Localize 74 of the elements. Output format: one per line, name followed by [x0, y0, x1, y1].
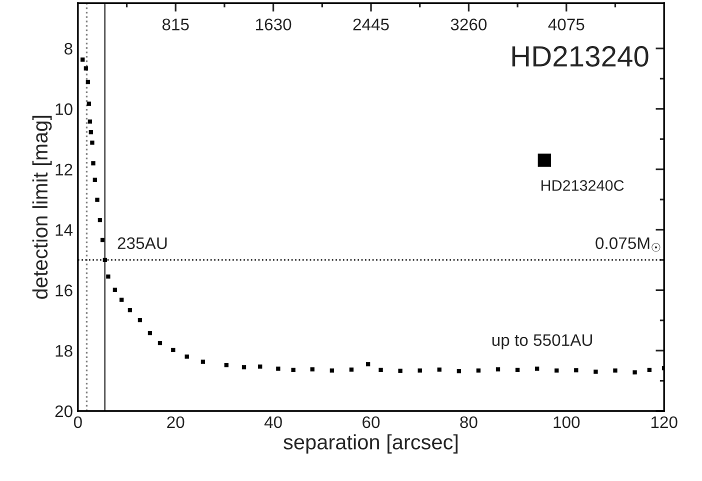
- point: [496, 367, 500, 372]
- point: [538, 154, 552, 167]
- point: [80, 58, 85, 62]
- point: [84, 66, 88, 70]
- y-tick-label: 14: [56, 224, 73, 236]
- x-tick-label: 0: [74, 416, 82, 428]
- point: [112, 288, 118, 292]
- x-axis-title: separation [arcsec]: [284, 434, 458, 454]
- annotation: HD213240C: [542, 180, 624, 191]
- point: [88, 119, 92, 124]
- point: [86, 80, 90, 84]
- x-tick-label: 60: [362, 416, 380, 428]
- x-tick-label: 100: [554, 416, 580, 428]
- x-tick-label: 40: [264, 416, 282, 428]
- point: [366, 362, 370, 366]
- point: [594, 370, 598, 374]
- ref-line-label: 0.075M$_{☉}$: [596, 237, 660, 252]
- point: [98, 218, 102, 222]
- point: [515, 368, 520, 372]
- y-tick-label: 10: [56, 103, 72, 116]
- x2-tick-label: 1630: [256, 18, 292, 30]
- point: [418, 368, 422, 373]
- ref-line-label: 235AU: [118, 237, 167, 250]
- point: [86, 102, 91, 106]
- point: [456, 369, 462, 374]
- point: [200, 360, 206, 364]
- x-tick-label: 80: [460, 416, 478, 428]
- x-tick-label: 20: [167, 416, 184, 428]
- y-tick-label: 12: [56, 164, 72, 176]
- point: [158, 340, 162, 346]
- point: [148, 330, 152, 336]
- point: [647, 368, 652, 372]
- point: [554, 368, 559, 373]
- point: [398, 368, 402, 373]
- point: [106, 274, 110, 279]
- annotation: up to 5501AU: [492, 334, 592, 350]
- y-tick-label: 20: [55, 405, 72, 418]
- point: [535, 366, 540, 371]
- point: [349, 368, 354, 372]
- point: [120, 298, 124, 302]
- x2-tick-label: 815: [162, 18, 189, 30]
- text: HD213240: [512, 46, 648, 67]
- point: [437, 368, 442, 372]
- x2-tick-label: 2445: [353, 18, 389, 30]
- point: [138, 318, 142, 322]
- y-tick-label: 16: [56, 284, 72, 296]
- point: [291, 368, 296, 372]
- point: [476, 368, 481, 373]
- point: [88, 130, 93, 134]
- point: [100, 238, 105, 242]
- point: [378, 368, 383, 372]
- point: [171, 348, 176, 352]
- point: [128, 308, 132, 312]
- point: [242, 365, 246, 370]
- point: [224, 363, 228, 368]
- point: [90, 140, 94, 145]
- x2-tick-label: 3260: [450, 18, 487, 30]
- point: [102, 258, 108, 262]
- point: [276, 366, 280, 371]
- point: [613, 368, 618, 373]
- point: [574, 368, 578, 372]
- x2-tick-label: 4075: [548, 18, 584, 30]
- point: [95, 198, 100, 202]
- point: [184, 354, 189, 359]
- y-tick-label: 8: [64, 42, 72, 55]
- point: [310, 367, 314, 372]
- point: [632, 370, 637, 374]
- x-tick-label: 120: [651, 416, 678, 428]
- point: [258, 364, 262, 369]
- point: [92, 178, 98, 182]
- y-axis-title: detection limit [mag]: [32, 116, 52, 299]
- y-tick-label: 18: [56, 344, 72, 357]
- point: [330, 368, 334, 373]
- point: [91, 161, 96, 166]
